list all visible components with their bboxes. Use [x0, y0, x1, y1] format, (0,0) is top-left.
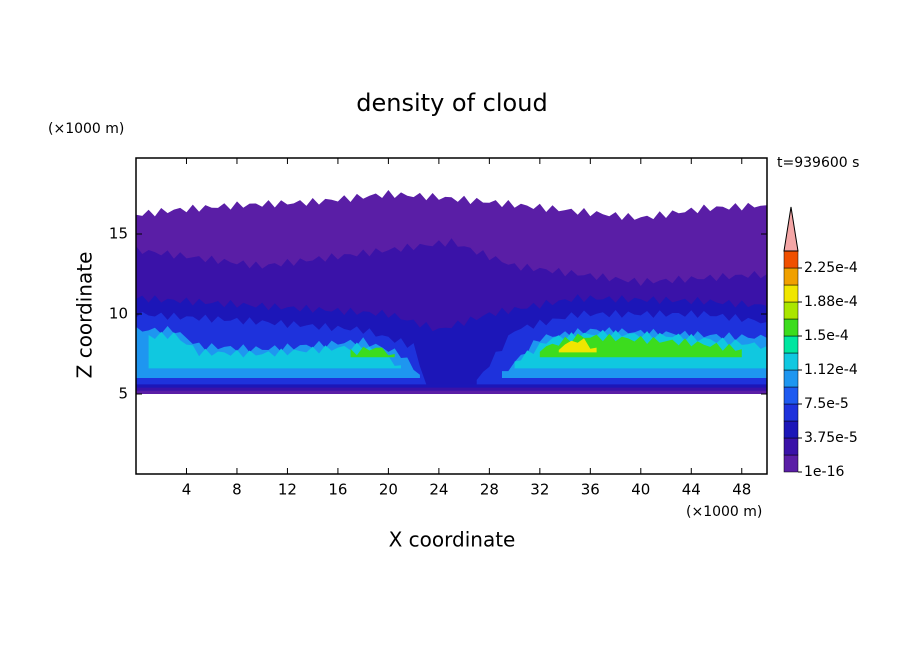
contour-region	[350, 346, 395, 358]
colorbar-tick-label: 1.5e-4	[804, 328, 849, 344]
colorbar-box	[783, 335, 799, 354]
x-tick-label: 24	[429, 481, 448, 499]
x-tick-label: 8	[232, 481, 242, 499]
colorbar-tick-label: 1.88e-4	[804, 294, 858, 310]
colorbar-box	[783, 369, 799, 388]
y-tick-label: 5	[118, 385, 128, 403]
x-tick-label: 28	[480, 481, 499, 499]
colorbar-box	[783, 267, 799, 286]
colorbar-box	[783, 318, 799, 337]
x-tick-label: 36	[581, 481, 600, 499]
plot-frame	[135, 157, 768, 475]
x-tick-label: 40	[631, 481, 650, 499]
y-axis-label: Z coordinate	[73, 252, 97, 379]
colorbar-box	[783, 454, 799, 473]
x-tick-label: 16	[328, 481, 347, 499]
x-tick-label: 20	[379, 481, 398, 499]
x-axis-label: X coordinate	[389, 528, 516, 552]
colorbar-box	[783, 284, 799, 303]
time-annotation: t=939600 s	[777, 155, 859, 171]
contour-region	[148, 331, 402, 369]
colorbar-box	[783, 386, 799, 405]
x-tick-label: 12	[278, 481, 297, 499]
colorbar-tick-label: 3.75e-5	[804, 430, 858, 446]
x-tick-label: 44	[682, 481, 701, 499]
colorbar-box	[783, 352, 799, 371]
x-tick-label: 32	[530, 481, 549, 499]
colorbar-box	[783, 420, 799, 439]
colorbar-box	[783, 437, 799, 456]
colorbar-box	[783, 301, 799, 320]
x-unit: (×1000 m)	[686, 504, 762, 520]
colorbar-tick-label: 1.12e-4	[804, 362, 858, 378]
x-tick-label: 4	[182, 481, 192, 499]
colorbar-tick-label: 2.25e-4	[804, 260, 858, 276]
colorbar-tick-label: 1e-16	[804, 464, 844, 480]
chart-title: density of cloud	[356, 89, 547, 117]
y-tick-label: 15	[109, 225, 128, 243]
y-unit: (×1000 m)	[48, 121, 124, 137]
y-tick-label: 10	[109, 305, 128, 323]
colorbar-box	[783, 403, 799, 422]
contour-region	[558, 338, 597, 353]
colorbar-tick-label: 7.5e-5	[804, 396, 849, 412]
x-tick-label: 48	[732, 481, 751, 499]
colorbar-extend	[783, 206, 799, 252]
colorbar-box	[783, 250, 799, 269]
